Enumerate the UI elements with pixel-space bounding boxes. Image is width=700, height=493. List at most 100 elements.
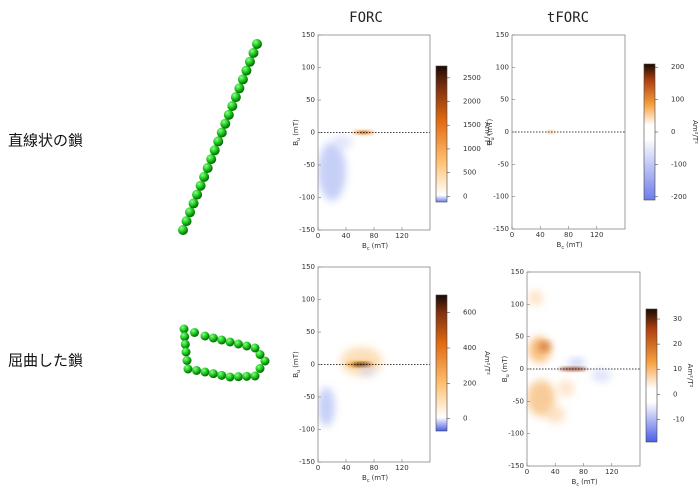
y-tick-label: -100 — [299, 426, 315, 434]
colorbar — [435, 65, 448, 203]
label-unit: (mT) — [501, 355, 509, 372]
heatmap — [318, 346, 383, 427]
colorbar-tick-label: 0 — [463, 192, 467, 200]
y-tick-label: 100 — [496, 63, 509, 71]
bead — [192, 366, 201, 375]
heatmap-blob — [332, 135, 353, 149]
bead — [200, 367, 210, 377]
y-axis-label: Bu (mT) — [292, 351, 302, 378]
x-tick-label: 0 — [316, 232, 320, 240]
bead — [252, 39, 262, 49]
y-tick-label: 100 — [511, 300, 524, 308]
bead — [185, 207, 196, 218]
bead — [206, 154, 217, 165]
colorbar-tick-label: 1500 — [463, 121, 481, 129]
bead — [241, 65, 252, 76]
bead — [180, 339, 190, 349]
bead — [227, 101, 238, 111]
x-tick-label: 120 — [590, 231, 603, 239]
colorbar-tick-label: 0 — [463, 415, 467, 423]
y-tick-label: 0 — [311, 129, 315, 137]
label-unit: (mT) — [292, 119, 300, 136]
y-tick-label: -50 — [304, 393, 315, 401]
heatmap — [318, 130, 375, 201]
y-axis-label: Bu (mT) — [501, 355, 511, 382]
label-unit: (mT) — [372, 474, 389, 482]
y-axis-label: Bu (mT) — [292, 119, 302, 146]
x-axis-label: Bc (mT) — [572, 478, 598, 488]
bead — [234, 83, 245, 94]
bead — [179, 324, 189, 334]
y-tick-label: 0 — [505, 128, 509, 136]
y-tick-label: 50 — [306, 96, 315, 104]
y-tick-label: 150 — [511, 268, 524, 276]
heatmap-blob — [318, 142, 346, 201]
row-label: 直線状の鎖 — [8, 132, 83, 150]
x-tick-label: 40 — [551, 468, 560, 476]
x-tick-label: 0 — [525, 468, 529, 476]
row-label: 屈曲した鎖 — [8, 352, 83, 370]
y-axis-label: Bu (mT) — [486, 118, 496, 145]
column-title: FORC — [349, 10, 383, 26]
x-tick-label: 80 — [370, 464, 379, 472]
bead — [242, 341, 252, 351]
heatmap-blob — [591, 369, 612, 382]
label-sub: u — [296, 138, 302, 141]
bead — [237, 74, 248, 85]
y-tick-label: -100 — [508, 430, 524, 438]
heatmap-blob — [567, 358, 585, 367]
y-tick-label: -100 — [493, 193, 509, 201]
bead — [183, 364, 193, 374]
colorbar-tick-label: 10 — [673, 365, 682, 373]
label-symbol: B — [362, 242, 367, 250]
x-tick-label: 120 — [395, 464, 408, 472]
label-unit: (mT) — [292, 351, 300, 368]
colorbar-tick-label: 200 — [463, 379, 476, 387]
colorbar-tick-label: 2500 — [463, 74, 481, 82]
bead — [181, 216, 192, 227]
colorbar-tick-label: 0 — [673, 390, 677, 398]
heatmap — [527, 290, 612, 424]
x-tick-label: 0 — [510, 231, 514, 239]
bead — [216, 127, 227, 138]
bead — [209, 145, 220, 156]
x-axis-label: Bc (mT) — [362, 242, 388, 252]
bead — [255, 350, 265, 359]
y-tick-label: -150 — [299, 458, 315, 466]
colorbar — [645, 308, 658, 443]
y-tick-label: 150 — [496, 31, 509, 39]
bead — [208, 369, 218, 379]
bead — [255, 364, 265, 373]
bead — [233, 372, 243, 382]
y-tick-label: -50 — [304, 161, 315, 169]
x-axis-label: Bc (mT) — [557, 241, 583, 251]
colorbar-tick-label: -100 — [671, 160, 687, 168]
bead — [188, 198, 199, 209]
label-symbol: B — [362, 474, 367, 482]
y-tick-label: 0 — [311, 361, 315, 369]
bead — [250, 343, 260, 353]
label-symbol: B — [292, 373, 300, 378]
heatmap-blob — [545, 405, 566, 424]
colorbar-tick-label: 200 — [671, 63, 684, 71]
label-unit: (mT) — [566, 241, 583, 249]
chain-images — [178, 39, 270, 382]
bead — [248, 47, 259, 58]
heatmap-blob — [557, 379, 575, 398]
y-tick-label: 0 — [520, 365, 524, 373]
heatmap-blob — [358, 365, 376, 377]
label-symbol: B — [572, 478, 577, 486]
bead — [217, 370, 227, 380]
label-symbol: B — [292, 141, 300, 146]
y-tick-label: -150 — [493, 225, 509, 233]
colorbar-tick-label: 100 — [671, 96, 684, 104]
bead — [223, 109, 234, 120]
colorbar-tick-label: -10 — [673, 415, 684, 423]
bead — [200, 331, 210, 341]
colorbar-label: Am²/T² — [686, 364, 694, 388]
label-symbol: B — [486, 140, 494, 145]
x-tick-label: 40 — [342, 232, 351, 240]
heatmap-blob — [546, 130, 556, 134]
